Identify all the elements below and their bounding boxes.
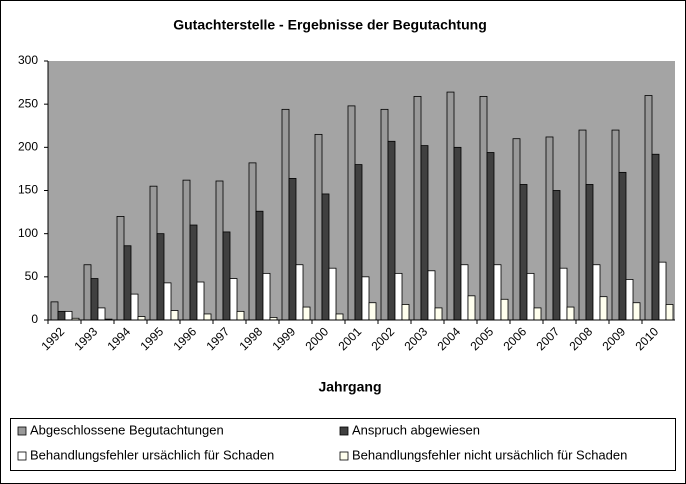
bar — [189, 224, 198, 321]
bar — [255, 210, 264, 321]
bar — [361, 276, 370, 321]
bar — [130, 293, 139, 321]
bar — [599, 296, 608, 321]
bar — [446, 91, 455, 321]
bar — [236, 310, 245, 321]
bar — [97, 307, 106, 321]
legend-label: Abgeschlossene Begutachtungen — [30, 422, 224, 437]
bar — [533, 307, 542, 321]
bar — [545, 136, 554, 321]
bar — [295, 264, 304, 321]
chart-title: Gutachterstelle - Ergebnisse der Begutac… — [173, 17, 487, 33]
bar — [394, 272, 403, 321]
bar — [57, 310, 66, 321]
bar — [585, 184, 594, 321]
bar — [354, 164, 363, 321]
bar — [281, 108, 290, 321]
bar — [83, 264, 92, 321]
bar — [479, 95, 488, 321]
bar — [182, 179, 191, 321]
y-tick-label: 150 — [18, 183, 38, 197]
bar — [552, 190, 561, 321]
bar — [321, 193, 330, 321]
y-tick-label: 200 — [18, 140, 38, 154]
bar — [427, 270, 436, 321]
bar — [347, 105, 356, 321]
bar — [50, 301, 59, 321]
y-tick-label: 0 — [31, 312, 38, 326]
bar — [651, 153, 660, 321]
bar — [413, 95, 422, 321]
bar — [526, 272, 535, 321]
bar — [644, 95, 653, 321]
bar — [335, 313, 344, 321]
bar — [64, 310, 73, 321]
bar — [149, 185, 158, 321]
bar — [434, 307, 443, 321]
bar — [170, 310, 179, 321]
bar — [512, 138, 521, 321]
legend-label: Behandlungsfehler ursächlich für Schaden — [30, 447, 274, 462]
legend-label: Behandlungsfehler nicht ursächlich für S… — [352, 447, 627, 462]
y-tick-label: 50 — [25, 269, 39, 283]
bar — [262, 272, 271, 321]
bar — [401, 304, 410, 321]
legend-swatch — [17, 426, 27, 436]
bar — [116, 215, 125, 321]
bar — [203, 313, 212, 321]
bar — [420, 145, 429, 321]
bar — [196, 281, 205, 321]
bar — [163, 282, 172, 321]
bar — [368, 302, 377, 321]
legend-swatch — [17, 451, 27, 461]
bar — [592, 264, 601, 321]
bar — [90, 278, 99, 321]
bar — [288, 178, 297, 321]
bar — [658, 261, 667, 321]
bar — [500, 298, 509, 321]
bar — [611, 129, 620, 321]
bar — [123, 245, 132, 321]
bar — [453, 146, 462, 321]
bar — [625, 279, 634, 321]
bar — [665, 304, 674, 321]
bar — [137, 316, 146, 321]
bar — [314, 133, 323, 321]
bar — [387, 140, 396, 321]
bar — [566, 306, 575, 321]
bar — [578, 129, 587, 321]
bar — [559, 267, 568, 321]
bar — [632, 302, 641, 321]
legend-swatch — [339, 451, 349, 461]
bar — [460, 264, 469, 321]
bar — [222, 231, 231, 321]
bar — [215, 180, 224, 321]
bar — [328, 267, 337, 321]
y-tick-label: 300 — [18, 53, 38, 67]
bar — [618, 171, 627, 321]
bar — [302, 306, 311, 321]
bar — [519, 184, 528, 321]
legend-swatch — [339, 426, 349, 436]
y-tick-label: 100 — [18, 226, 38, 240]
bar — [493, 264, 502, 321]
bar — [486, 152, 495, 321]
x-axis-label: Jahrgang — [318, 379, 381, 395]
bar — [248, 162, 257, 321]
bar — [156, 233, 165, 321]
bar — [229, 278, 238, 321]
bar — [380, 108, 389, 321]
y-tick-label: 250 — [18, 96, 38, 110]
bar — [467, 295, 476, 321]
legend-label: Anspruch abgewiesen — [352, 422, 480, 437]
